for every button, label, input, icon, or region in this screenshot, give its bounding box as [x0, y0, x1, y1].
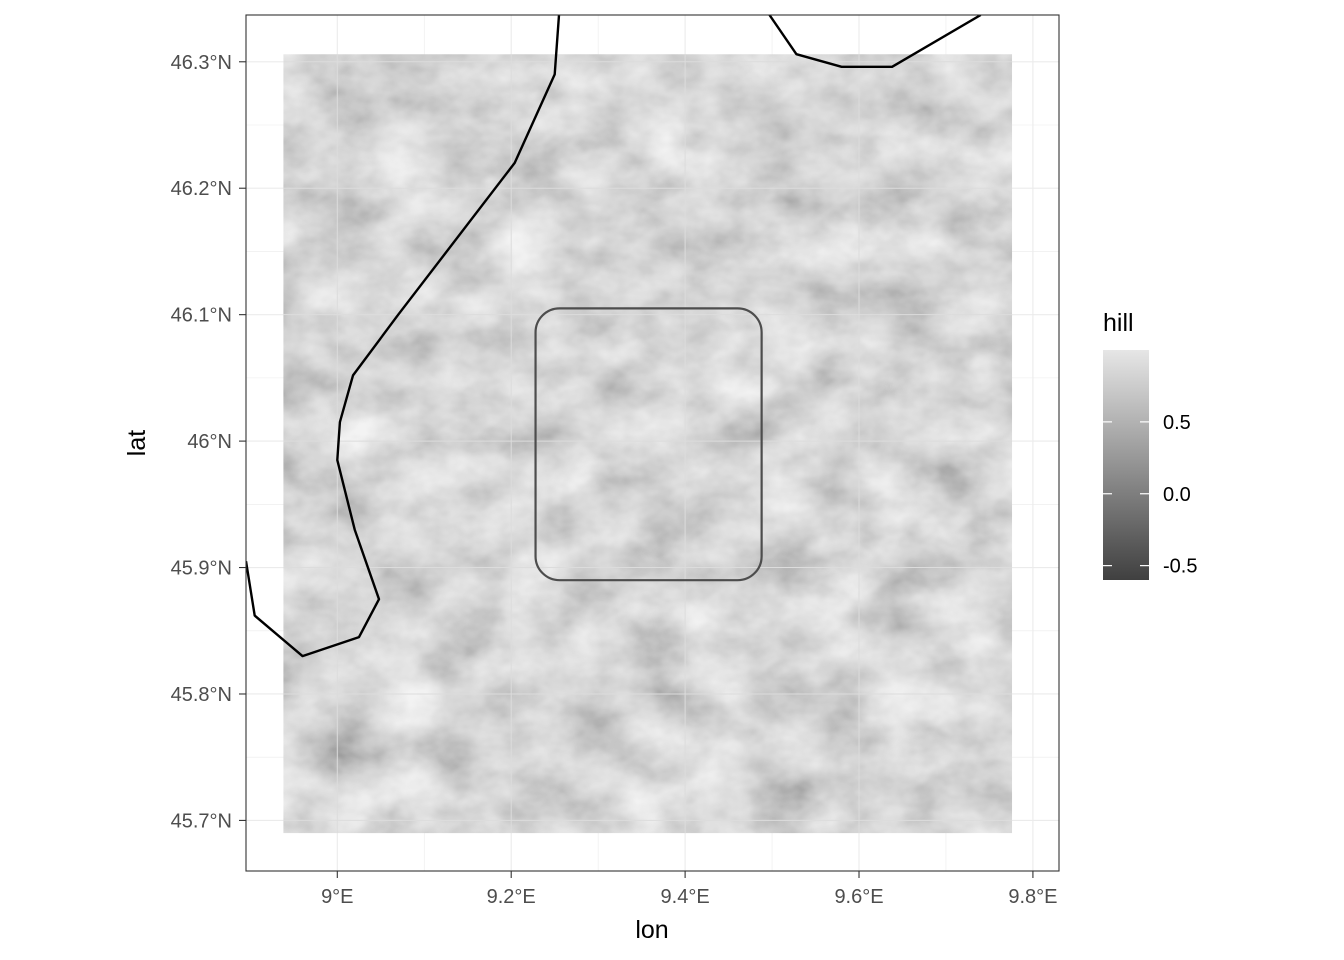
y-tick-label: 45.8°N	[171, 684, 232, 706]
y-tick-label: 46°N	[187, 431, 232, 453]
country-borders	[246, 15, 982, 658]
x-tick-label: 9.2°E	[487, 886, 536, 908]
x-tick-label: 9.4°E	[661, 886, 710, 908]
legend-title: hill	[1103, 309, 1134, 337]
y-tick-label: 46.1°N	[171, 305, 232, 327]
western-border-line	[246, 15, 561, 658]
y-axis: 45.7°N 45.8°N 45.9°N 46°N 46.1°N 46.2°N 46.3°N	[171, 52, 246, 832]
y-tick-label: 46.3°N	[171, 52, 232, 74]
x-axis: 9°E 9.2°E 9.4°E 9.6°E 9.8°E	[321, 871, 1057, 908]
x-tick-label: 9°E	[321, 886, 353, 908]
legend-colorbar	[1103, 350, 1149, 580]
y-tick-label: 46.2°N	[171, 178, 232, 200]
legend-break-label: -0.5	[1163, 556, 1197, 578]
x-tick-label: 9.6°E	[834, 886, 883, 908]
panel-border	[245, 14, 1060, 872]
northern-border-line	[768, 15, 982, 69]
legend-break-label: 0.5	[1163, 412, 1191, 434]
legend: hill 0.5 0.0 -0.5	[1103, 309, 1197, 580]
area-of-interest-box	[534, 307, 763, 582]
legend-break-label: 0.0	[1163, 484, 1191, 506]
plot-panel	[245, 14, 1060, 872]
hillshade-raster	[283, 54, 1013, 834]
legend-ticks: 0.5 0.0 -0.5	[1103, 412, 1197, 578]
y-axis-title: lat	[123, 430, 151, 456]
y-tick-label: 45.9°N	[171, 558, 232, 580]
raster-relief-texture	[283, 54, 1013, 834]
x-tick-label: 9.8°E	[1008, 886, 1057, 908]
y-tick-label: 45.7°N	[171, 810, 232, 832]
x-axis-title: lon	[635, 916, 668, 944]
